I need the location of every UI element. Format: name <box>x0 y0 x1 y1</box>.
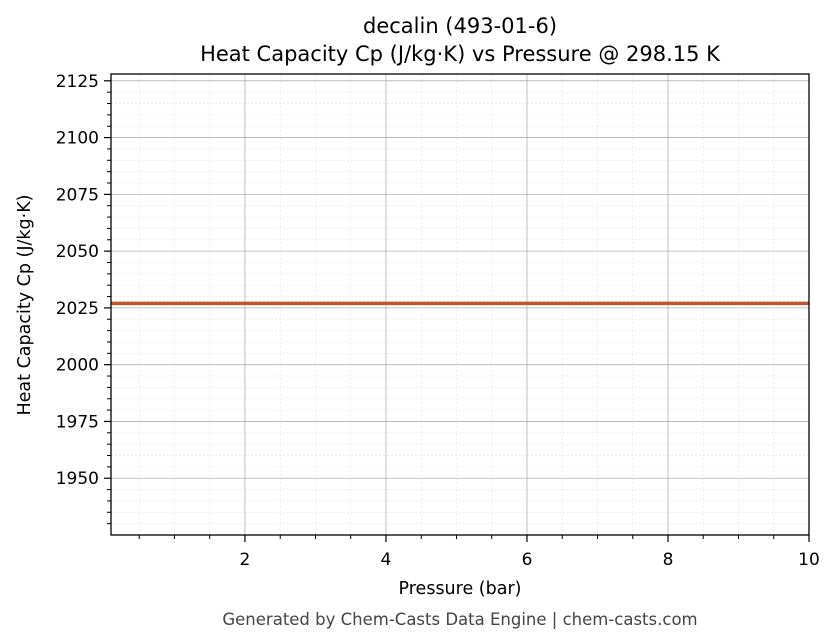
x-axis-label: Pressure (bar) <box>399 579 522 599</box>
x-axis: 2 4 6 8 10 <box>138 535 820 570</box>
y-axis: 1950 1975 2000 2025 2050 2075 2100 2125 <box>56 72 111 525</box>
x-tick-label: 8 <box>663 550 674 570</box>
x-tick-label: 10 <box>798 550 820 570</box>
y-tick-label: 2050 <box>56 242 99 262</box>
y-tick-label: 2125 <box>56 72 99 92</box>
y-axis-label: Heat Capacity Cp (J/kg·K) <box>15 195 35 416</box>
y-tick-label: 1975 <box>56 412 99 432</box>
minor-grid <box>111 74 809 535</box>
chart-title: decalin (493-01-6) <box>363 14 557 38</box>
x-tick-label: 6 <box>522 550 533 570</box>
y-tick-label: 2100 <box>56 129 99 149</box>
x-tick-label: 2 <box>240 550 251 570</box>
y-tick-label: 1950 <box>56 469 99 489</box>
y-tick-label: 2000 <box>56 356 99 376</box>
y-tick-label: 2075 <box>56 185 99 205</box>
x-tick-label: 4 <box>381 550 392 570</box>
chart-subtitle: Heat Capacity Cp (J/kg·K) vs Pressure @ … <box>200 42 721 66</box>
footer-credit: Generated by Chem-Casts Data Engine | ch… <box>222 610 697 629</box>
y-tick-label: 2025 <box>56 299 99 319</box>
plot-frame <box>110 73 810 536</box>
